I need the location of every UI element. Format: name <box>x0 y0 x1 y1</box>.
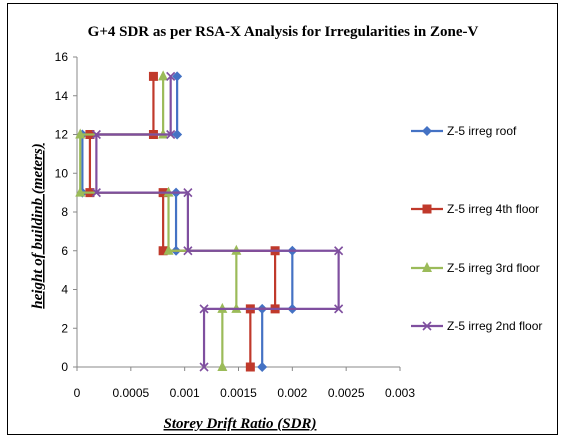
data-point <box>166 71 176 81</box>
legend-label: Z-5 irreg roof <box>447 124 517 138</box>
series-line <box>95 76 340 367</box>
y-tick-label: 4 <box>61 283 68 297</box>
y-axis-label: height of buildinb (meters) <box>30 143 46 308</box>
x-axis-label: Storey Drift Ratio (SDR) <box>164 416 317 432</box>
data-point <box>199 304 209 314</box>
x-tick-label: 0.003 <box>385 386 415 400</box>
y-tick-label: 14 <box>55 89 69 103</box>
x-tick-label: 0.0005 <box>112 386 149 400</box>
x-tick-label: 0.0025 <box>328 386 365 400</box>
data-point <box>91 188 101 198</box>
data-point <box>172 129 183 140</box>
series-3 <box>75 70 242 371</box>
legend-item: Z-5 irreg roof <box>411 124 517 138</box>
x-tick-label: 0.001 <box>170 386 200 400</box>
data-point <box>257 362 268 372</box>
legend-item: Z-5 irreg 3rd floor <box>411 261 540 275</box>
data-point <box>75 128 86 139</box>
data-point <box>217 361 228 371</box>
legend-marker <box>422 204 432 214</box>
data-point <box>245 362 255 372</box>
series-line <box>88 76 277 367</box>
data-point <box>334 304 344 314</box>
y-tick-label: 10 <box>55 166 69 180</box>
cropped-header-strip <box>0 0 566 3</box>
y-tick-label: 16 <box>55 50 69 64</box>
y-tick-label: 6 <box>61 244 68 258</box>
legend-item: Z-5 irreg 4th floor <box>411 202 539 216</box>
chart-frame <box>7 3 558 435</box>
y-tick-label: 8 <box>61 205 68 219</box>
data-point <box>148 71 158 81</box>
legend-marker <box>422 126 432 136</box>
y-tick-label: 12 <box>55 128 69 142</box>
x-tick-label: 0 <box>74 386 81 400</box>
legend-item: Z-5 irreg 2nd floor <box>411 319 542 333</box>
series-2 <box>85 71 280 372</box>
data-point <box>183 246 193 256</box>
data-point <box>158 70 169 81</box>
chart-title: G+4 SDR as per RSA-X Analysis for Irregu… <box>88 24 479 40</box>
data-point <box>75 186 86 197</box>
data-point <box>199 362 209 372</box>
legend-label: Z-5 irreg 2nd floor <box>447 319 542 333</box>
data-point <box>158 246 168 256</box>
y-tick-label: 2 <box>61 321 68 335</box>
x-tick-label: 0.002 <box>277 386 307 400</box>
series-4 <box>91 71 344 372</box>
series-layer <box>75 70 344 372</box>
data-point <box>334 246 344 256</box>
data-point <box>91 129 101 140</box>
legend-label: Z-5 irreg 3rd floor <box>447 261 540 275</box>
legend-label: Z-5 irreg 4th floor <box>447 202 539 216</box>
data-point <box>183 188 193 198</box>
legend-marker <box>422 321 432 331</box>
series-line <box>79 76 238 367</box>
x-tick-label: 0.0015 <box>220 386 257 400</box>
legend-marker <box>422 262 432 272</box>
axes: 0 0.0005 0.001 0.0015 0.002 0.0025 0.003 0 2 4 6 8 1… <box>55 50 416 400</box>
y-tick-label: 0 <box>61 360 68 374</box>
legend: Z-5 irreg roof Z-5 irreg 4th floor Z-5 irr… <box>411 124 542 333</box>
data-point <box>166 129 176 140</box>
data-point <box>172 71 183 82</box>
data-point <box>163 244 174 255</box>
